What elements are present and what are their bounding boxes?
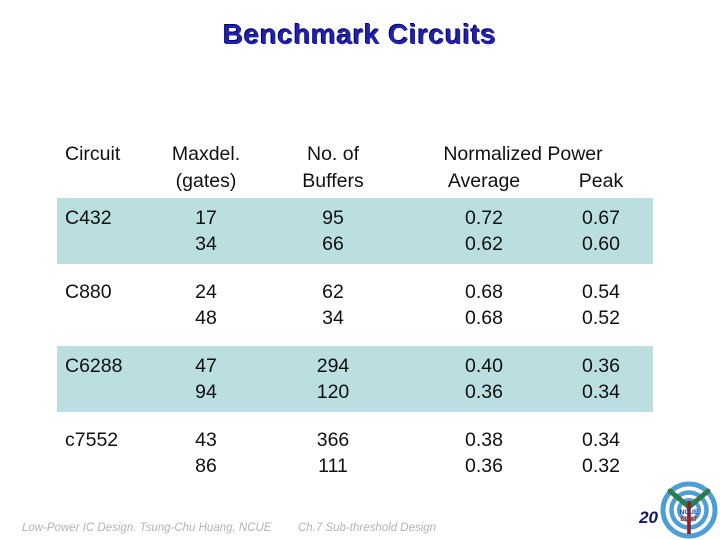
peak-cell: 0.34 0.32	[582, 429, 620, 477]
average-cell: 0.40 0.36	[465, 355, 503, 403]
buffers-cell: 294 120	[316, 355, 350, 403]
col-header-buffers: No. of Buffers	[302, 143, 364, 192]
logo-stem	[687, 501, 691, 534]
circuit-cell: C6288	[65, 355, 123, 377]
peak-cell: 0.36 0.34	[582, 355, 620, 403]
maxdel-cell: 43 86	[195, 429, 217, 477]
logo-leaf-left	[667, 488, 692, 510]
page-title: Benchmark Circuits	[223, 19, 497, 50]
col-header-circuit: Circuit	[65, 143, 121, 165]
logo-text-line1: NCUE	[680, 509, 699, 516]
table-header: Circuit Maxdel. (gates) No. of Buffers N…	[57, 141, 653, 195]
col-header-maxdel: Maxdel. (gates)	[171, 143, 241, 192]
maxdel-cell: 17 34	[195, 207, 217, 255]
footer-course-label: Low-Power IC Design. Tsung-Chu Huang, NC…	[22, 522, 272, 534]
benchmark-table: Circuit Maxdel. (gates) No. of Buffers N…	[57, 141, 653, 486]
circuit-cell: c7552	[65, 429, 119, 451]
col-header-normalized-power: Normalized Power Average Peak	[419, 141, 653, 195]
table-row: c7552 43 86 366 111 0.38 0.36 0.34 0.32	[57, 420, 653, 486]
logo-leaf-right	[686, 488, 711, 510]
buffers-cell: 62 34	[322, 281, 344, 329]
col-header-average: Average	[447, 170, 521, 192]
circuit-cell: C432	[65, 207, 112, 229]
average-cell: 0.38 0.36	[465, 429, 503, 477]
buffers-cell: 366 111	[316, 429, 350, 477]
maxdel-cell: 24 48	[195, 281, 217, 329]
table-row: C880 24 48 62 34 0.68 0.68 0.54 0.52	[57, 272, 653, 338]
average-cell: 0.72 0.62	[465, 207, 503, 255]
footer-chapter-label: Ch.7 Sub-threshold Design	[298, 522, 437, 534]
circuit-cell: C880	[65, 281, 112, 303]
buffers-cell: 95 66	[322, 207, 344, 255]
average-cell: 0.68 0.68	[465, 281, 503, 329]
table-row: C432 17 34 95 66 0.72 0.62 0.67 0.60	[57, 198, 653, 264]
logo-text-line2: EDAT	[680, 516, 697, 523]
page-number: 20	[639, 508, 658, 527]
maxdel-cell: 47 94	[195, 355, 217, 403]
peak-cell: 0.67 0.60	[582, 207, 620, 255]
col-header-peak: Peak	[578, 170, 624, 192]
ncue-logo: NCUE EDAT	[660, 481, 718, 539]
power-subheaders: Average Peak	[419, 168, 627, 195]
peak-cell: 0.54 0.52	[582, 281, 620, 329]
table-row: C6288 47 94 294 120 0.40 0.36 0.36 0.34	[57, 346, 653, 412]
